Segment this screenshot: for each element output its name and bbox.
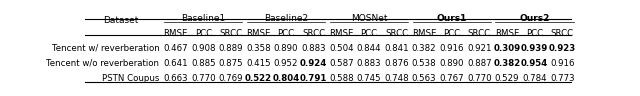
Text: Tencent w/o reverberation: Tencent w/o reverberation — [46, 59, 159, 68]
Text: 0.663: 0.663 — [163, 74, 188, 83]
Text: 0.504: 0.504 — [329, 44, 354, 53]
Text: 0.890: 0.890 — [440, 59, 464, 68]
Text: 0.382: 0.382 — [493, 59, 520, 68]
Text: 0.522: 0.522 — [245, 74, 272, 83]
Text: SRCC: SRCC — [550, 29, 573, 38]
Text: RMSE: RMSE — [329, 29, 353, 38]
Text: 0.923: 0.923 — [548, 44, 576, 53]
Text: Ours2: Ours2 — [520, 14, 550, 23]
Text: 0.309: 0.309 — [493, 44, 520, 53]
Text: PCC: PCC — [443, 29, 460, 38]
Text: SRCC: SRCC — [220, 29, 243, 38]
Text: 0.773: 0.773 — [550, 74, 575, 83]
Text: 0.844: 0.844 — [356, 44, 381, 53]
Text: 0.641: 0.641 — [163, 59, 188, 68]
Text: 0.875: 0.875 — [218, 59, 243, 68]
Text: PCC: PCC — [195, 29, 212, 38]
Text: PCC: PCC — [526, 29, 543, 38]
Text: 0.767: 0.767 — [440, 74, 464, 83]
Text: Dataset: Dataset — [103, 16, 139, 25]
Text: RMSE: RMSE — [495, 29, 519, 38]
Text: MOSNet: MOSNet — [351, 14, 387, 23]
Text: 0.467: 0.467 — [163, 44, 188, 53]
Text: RMSE: RMSE — [163, 29, 188, 38]
Text: 0.587: 0.587 — [329, 59, 354, 68]
Text: 0.748: 0.748 — [384, 74, 409, 83]
Text: SRCC: SRCC — [385, 29, 408, 38]
Text: Ours1: Ours1 — [436, 14, 467, 23]
Text: 0.529: 0.529 — [495, 74, 519, 83]
Text: 0.769: 0.769 — [219, 74, 243, 83]
Text: 0.538: 0.538 — [412, 59, 436, 68]
Text: 0.885: 0.885 — [191, 59, 216, 68]
Text: 0.924: 0.924 — [300, 59, 328, 68]
Text: 0.791: 0.791 — [300, 74, 328, 83]
Text: 0.916: 0.916 — [550, 59, 575, 68]
Text: 0.745: 0.745 — [356, 74, 381, 83]
Text: SRCC: SRCC — [468, 29, 491, 38]
Text: 0.804: 0.804 — [273, 74, 300, 83]
Text: 0.939: 0.939 — [521, 44, 548, 53]
Text: 0.921: 0.921 — [467, 44, 492, 53]
Text: PCC: PCC — [278, 29, 294, 38]
Text: RMSE: RMSE — [246, 29, 271, 38]
Text: PCC: PCC — [360, 29, 378, 38]
Text: 0.890: 0.890 — [274, 44, 298, 53]
Text: 0.588: 0.588 — [329, 74, 354, 83]
Text: 0.563: 0.563 — [412, 74, 436, 83]
Text: 0.415: 0.415 — [246, 59, 271, 68]
Text: 0.382: 0.382 — [412, 44, 436, 53]
Text: Baseline2: Baseline2 — [264, 14, 308, 23]
Text: 0.887: 0.887 — [467, 59, 492, 68]
Text: Tencent w/ reverberation: Tencent w/ reverberation — [52, 44, 159, 53]
Text: Baseline1: Baseline1 — [181, 14, 225, 23]
Text: 0.952: 0.952 — [274, 59, 298, 68]
Text: SRCC: SRCC — [302, 29, 325, 38]
Text: 0.784: 0.784 — [522, 74, 547, 83]
Text: PSTN Coupus: PSTN Coupus — [102, 74, 159, 83]
Text: 0.770: 0.770 — [191, 74, 216, 83]
Text: 0.916: 0.916 — [440, 44, 464, 53]
Text: 0.883: 0.883 — [356, 59, 381, 68]
Text: 0.883: 0.883 — [301, 44, 326, 53]
Text: 0.889: 0.889 — [219, 44, 243, 53]
Text: 0.876: 0.876 — [384, 59, 409, 68]
Text: 0.841: 0.841 — [384, 44, 409, 53]
Text: RMSE: RMSE — [412, 29, 436, 38]
Text: 0.954: 0.954 — [521, 59, 548, 68]
Text: 0.908: 0.908 — [191, 44, 216, 53]
Text: 0.770: 0.770 — [467, 74, 492, 83]
Text: 0.358: 0.358 — [246, 44, 271, 53]
